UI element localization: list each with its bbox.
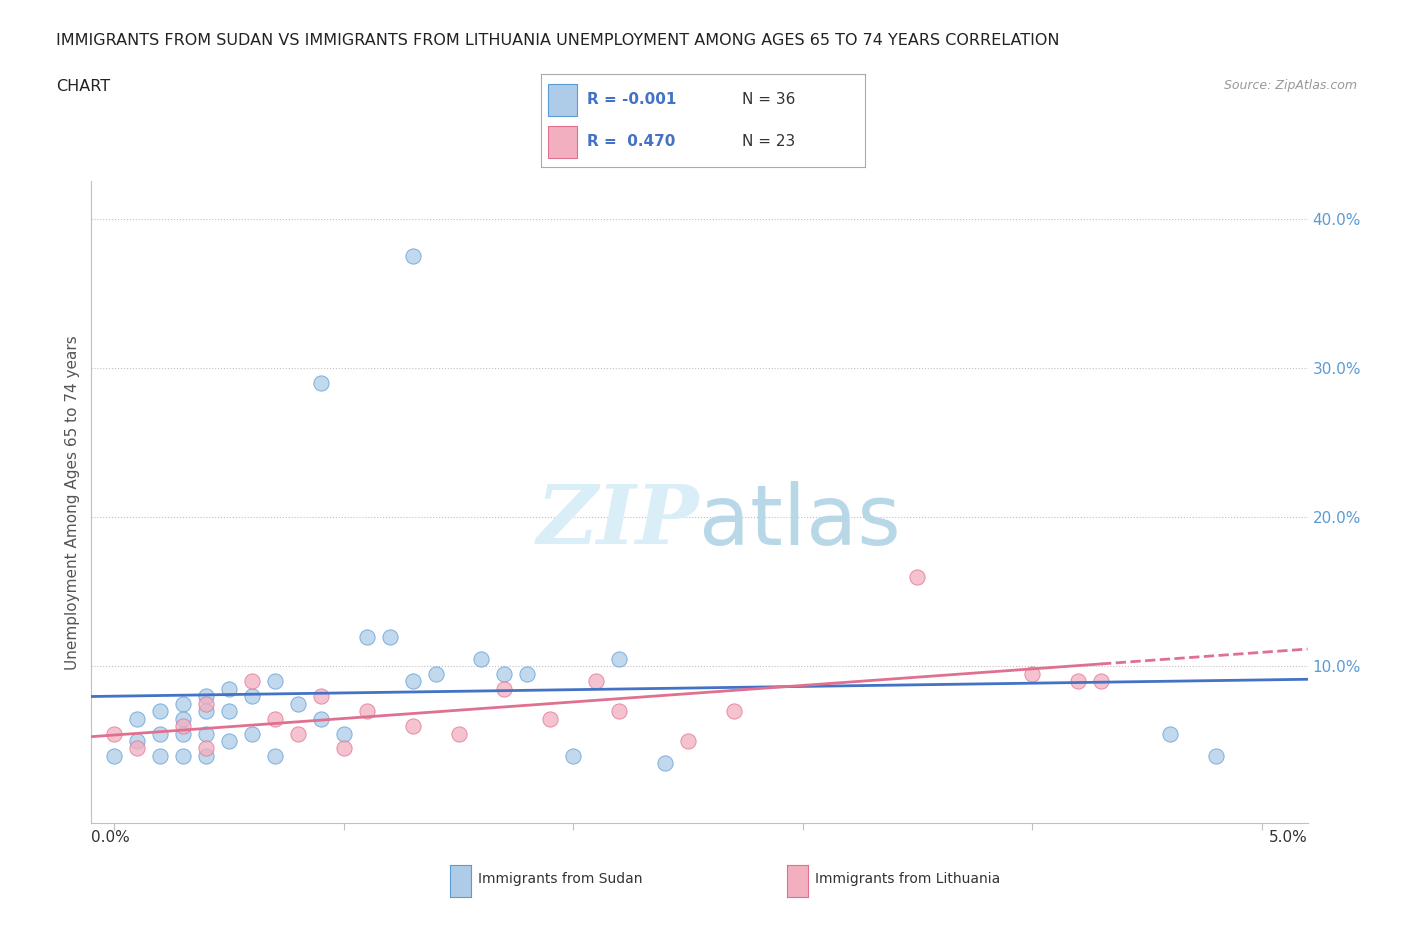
Point (494, 667, 516, 682)
Point (264, 711, 287, 726)
Point (264, 674, 287, 689)
Point (425, 667, 447, 682)
Text: 0.0%: 0.0% (91, 830, 131, 844)
Point (1021, 667, 1043, 682)
Point (195, 704, 218, 719)
Point (127, 734, 149, 749)
Text: N = 23: N = 23 (742, 134, 794, 150)
Point (356, 704, 378, 719)
Point (401, 248, 423, 263)
Point (149, 704, 172, 719)
Point (149, 726, 172, 741)
Text: R = -0.001: R = -0.001 (586, 92, 676, 108)
Point (103, 749, 125, 764)
Text: Immigrants from Sudan: Immigrants from Sudan (478, 871, 643, 886)
Point (585, 674, 607, 689)
Point (494, 682, 516, 697)
Point (195, 697, 218, 711)
Point (309, 376, 332, 391)
Text: CHART: CHART (56, 79, 110, 94)
Point (607, 704, 630, 719)
Point (907, 569, 929, 584)
Point (240, 726, 263, 741)
Point (401, 719, 423, 734)
Y-axis label: Unemployment Among Ages 65 to 74 years: Unemployment Among Ages 65 to 74 years (65, 335, 80, 670)
Point (172, 711, 194, 726)
Point (1205, 749, 1227, 764)
Point (333, 741, 356, 756)
Text: IMMIGRANTS FROM SUDAN VS IMMIGRANTS FROM LITHUANIA UNEMPLOYMENT AMONG AGES 65 TO: IMMIGRANTS FROM SUDAN VS IMMIGRANTS FROM… (56, 33, 1060, 47)
Point (264, 749, 287, 764)
Point (1159, 726, 1181, 741)
Bar (548, 126, 576, 158)
Point (562, 749, 585, 764)
Point (723, 704, 745, 719)
Point (654, 756, 676, 771)
Text: R =  0.470: R = 0.470 (586, 134, 675, 150)
Point (172, 697, 194, 711)
Point (195, 726, 218, 741)
Point (287, 697, 309, 711)
Point (538, 711, 561, 726)
Point (149, 749, 172, 764)
Point (172, 726, 194, 741)
Point (195, 689, 218, 704)
Point (172, 749, 194, 764)
Point (240, 689, 263, 704)
Point (470, 651, 492, 666)
Point (333, 726, 356, 741)
Text: atlas: atlas (699, 481, 901, 562)
Text: Source: ZipAtlas.com: Source: ZipAtlas.com (1223, 79, 1357, 92)
Point (516, 667, 538, 682)
Point (676, 734, 699, 749)
Point (127, 741, 149, 756)
Point (309, 689, 332, 704)
Text: 5.0%: 5.0% (1268, 830, 1308, 844)
Point (309, 711, 332, 726)
Point (218, 734, 240, 749)
Point (195, 741, 218, 756)
Point (127, 711, 149, 726)
Point (195, 749, 218, 764)
Text: Immigrants from Lithuania: Immigrants from Lithuania (815, 871, 1001, 886)
Text: N = 36: N = 36 (742, 92, 796, 108)
Point (218, 704, 240, 719)
Point (240, 674, 263, 689)
Point (447, 726, 470, 741)
Point (1067, 674, 1090, 689)
Point (218, 682, 240, 697)
Point (401, 674, 423, 689)
Text: ZIP: ZIP (537, 482, 699, 562)
Point (172, 719, 194, 734)
Point (378, 629, 401, 644)
Point (1090, 674, 1112, 689)
Point (356, 629, 378, 644)
Bar (548, 84, 576, 116)
Point (607, 651, 630, 666)
Point (103, 726, 125, 741)
Point (287, 726, 309, 741)
